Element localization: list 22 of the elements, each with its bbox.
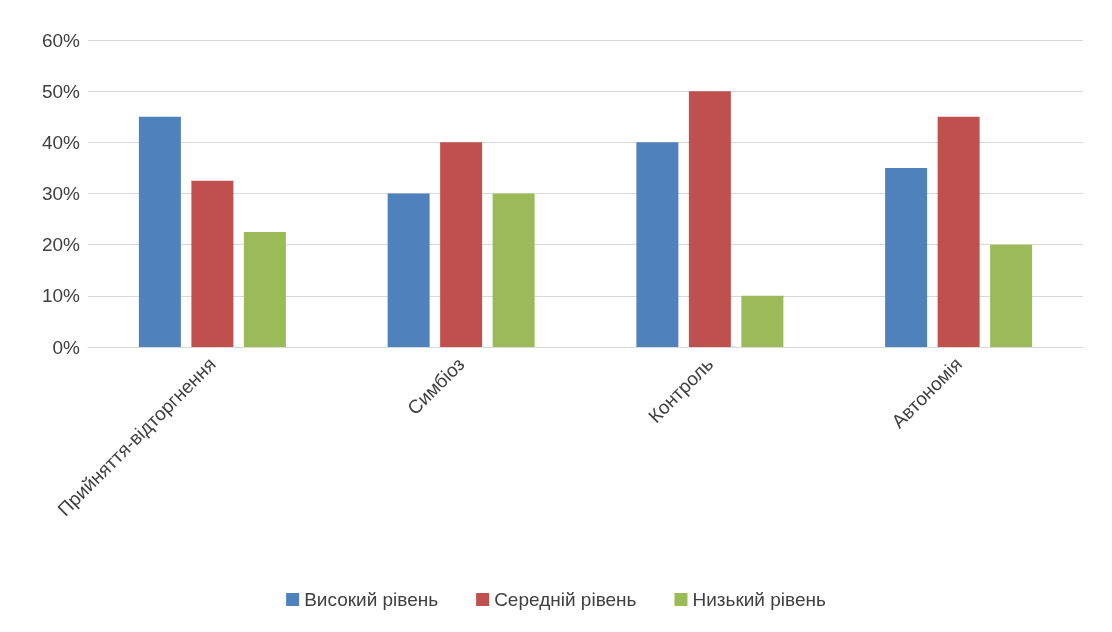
bar — [741, 295, 784, 347]
bar — [636, 142, 679, 347]
legend-label: Низький рівень — [692, 589, 826, 610]
y-tick-label: 60% — [41, 29, 81, 51]
bar — [492, 193, 535, 347]
bar — [243, 231, 286, 347]
bar — [937, 116, 980, 347]
bar — [885, 167, 928, 347]
bar — [138, 116, 181, 347]
y-tick-label: 0% — [52, 336, 81, 358]
y-tick-label: 30% — [41, 183, 81, 204]
legend-label: Середній рівень — [494, 589, 637, 610]
y-tick-label: 10% — [41, 285, 81, 307]
y-tick-label: 50% — [41, 80, 81, 102]
y-tick-label: 20% — [41, 234, 81, 256]
legend-label: Високий рівень — [304, 589, 439, 610]
bar — [990, 244, 1033, 347]
y-tick-label: 40% — [41, 131, 81, 153]
bar — [440, 142, 483, 347]
bar — [688, 91, 731, 347]
bar — [387, 193, 430, 347]
bar — [191, 180, 234, 347]
